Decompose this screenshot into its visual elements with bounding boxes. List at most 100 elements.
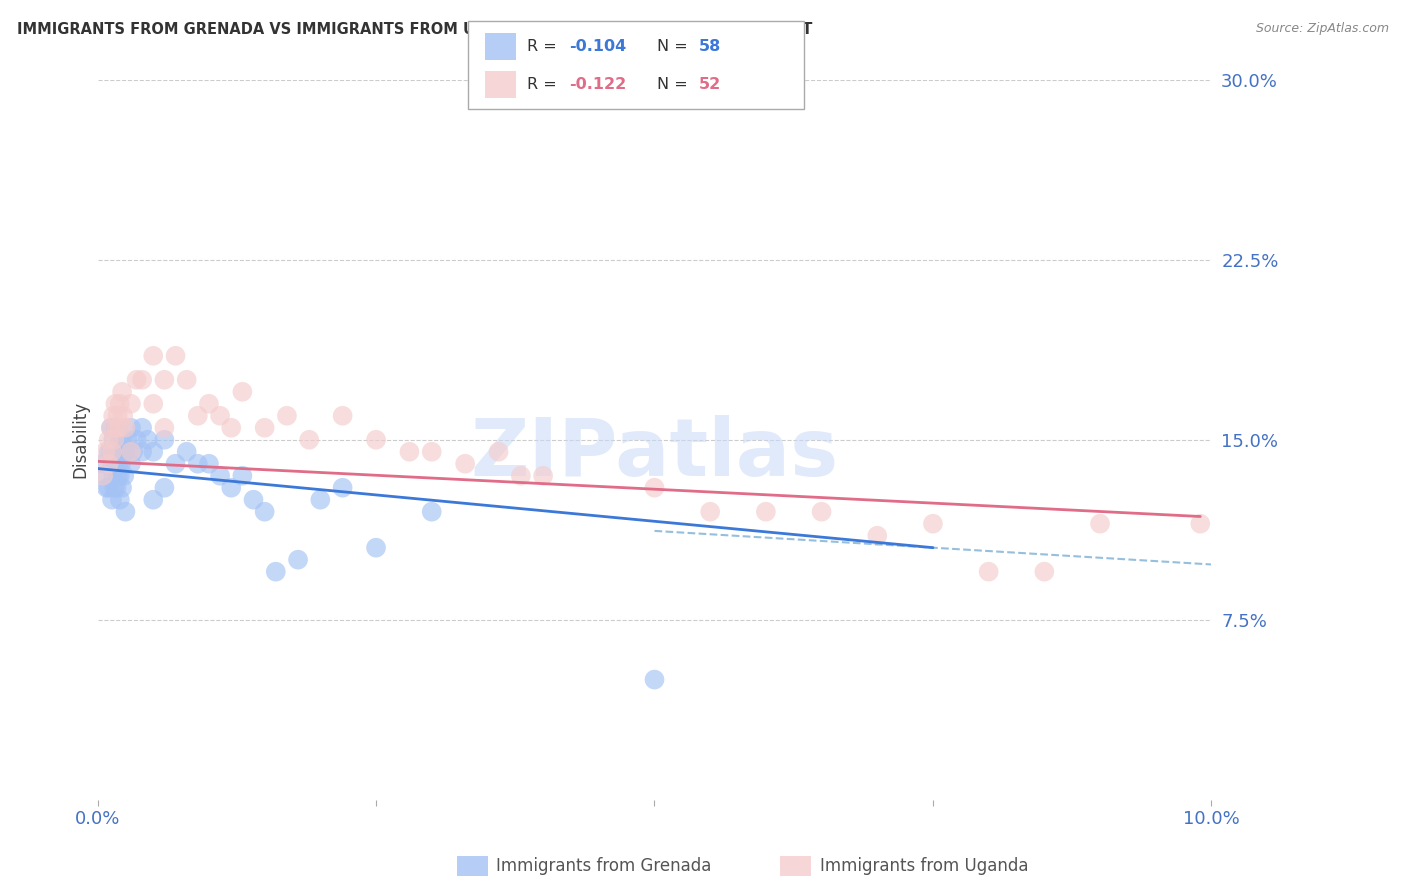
Y-axis label: Disability: Disability [72, 401, 89, 478]
Point [105, 421, 128, 435]
Point [105, 481, 128, 495]
Point [94, 468, 117, 483]
Point [114, 444, 136, 458]
Point [142, 492, 165, 507]
Point [108, 397, 131, 411]
Point [104, 397, 127, 411]
Point [264, 565, 287, 579]
Point [97, 481, 120, 495]
Point [187, 409, 209, 423]
Text: Source: ZipAtlas.com: Source: ZipAtlas.com [1256, 22, 1389, 36]
Point [103, 481, 125, 495]
Text: -0.104: -0.104 [569, 39, 627, 54]
Point [420, 505, 443, 519]
Point [97, 433, 120, 447]
Point [977, 565, 1000, 579]
Point [97, 444, 120, 458]
Text: -0.122: -0.122 [569, 78, 627, 92]
Text: N =: N = [657, 39, 693, 54]
Point [111, 433, 134, 447]
Point [153, 481, 176, 495]
Point [103, 433, 125, 447]
Point [253, 505, 276, 519]
Point [107, 457, 129, 471]
Point [810, 505, 832, 519]
Point [125, 433, 148, 447]
Point [153, 373, 176, 387]
Point [101, 468, 124, 483]
Point [111, 481, 134, 495]
Point [112, 444, 135, 458]
Point [114, 505, 136, 519]
Point [108, 492, 131, 507]
Point [398, 444, 420, 458]
Point [103, 444, 125, 458]
Point [104, 457, 127, 471]
Point [105, 444, 128, 458]
Point [699, 505, 721, 519]
Point [1033, 565, 1056, 579]
Point [176, 373, 198, 387]
Point [114, 421, 136, 435]
Point [922, 516, 945, 531]
Point [364, 433, 387, 447]
Point [276, 409, 298, 423]
Point [101, 433, 124, 447]
Point [209, 468, 232, 483]
Point [454, 457, 477, 471]
Text: R =: R = [527, 78, 562, 92]
Point [117, 433, 139, 447]
Point [131, 421, 153, 435]
Text: IMMIGRANTS FROM GRENADA VS IMMIGRANTS FROM UGANDA DISABILITY CORRELATION CHART: IMMIGRANTS FROM GRENADA VS IMMIGRANTS FR… [17, 22, 813, 37]
Point [131, 444, 153, 458]
Point [101, 409, 124, 423]
Point [364, 541, 387, 555]
Text: 58: 58 [699, 39, 721, 54]
Point [209, 409, 232, 423]
Text: 52: 52 [699, 78, 721, 92]
Point [100, 444, 122, 458]
Point [644, 673, 666, 687]
Point [120, 421, 142, 435]
Point [107, 421, 129, 435]
Point [142, 397, 165, 411]
Point [108, 433, 131, 447]
Point [120, 457, 142, 471]
Point [110, 457, 132, 471]
Point [755, 505, 778, 519]
Point [332, 409, 354, 423]
Point [101, 457, 124, 471]
Point [1189, 516, 1212, 531]
Point [136, 433, 159, 447]
Point [198, 397, 221, 411]
Point [198, 457, 221, 471]
Point [219, 421, 242, 435]
Point [187, 457, 209, 471]
Point [91, 468, 114, 483]
Point [488, 444, 510, 458]
Point [112, 409, 135, 423]
Point [242, 492, 264, 507]
Point [107, 468, 129, 483]
Point [120, 444, 142, 458]
Point [176, 444, 198, 458]
Point [91, 457, 114, 471]
Point [420, 444, 443, 458]
Text: Immigrants from Grenada: Immigrants from Grenada [496, 857, 711, 875]
Point [131, 373, 153, 387]
Point [104, 421, 127, 435]
Point [1088, 516, 1111, 531]
Point [122, 444, 145, 458]
Point [332, 481, 354, 495]
Point [111, 384, 134, 399]
Point [531, 468, 554, 483]
Point [509, 468, 531, 483]
Point [108, 468, 131, 483]
Point [231, 468, 253, 483]
Text: Immigrants from Uganda: Immigrants from Uganda [820, 857, 1028, 875]
Point [253, 421, 276, 435]
Point [125, 373, 148, 387]
Point [153, 421, 176, 435]
Point [219, 481, 242, 495]
Point [96, 481, 118, 495]
